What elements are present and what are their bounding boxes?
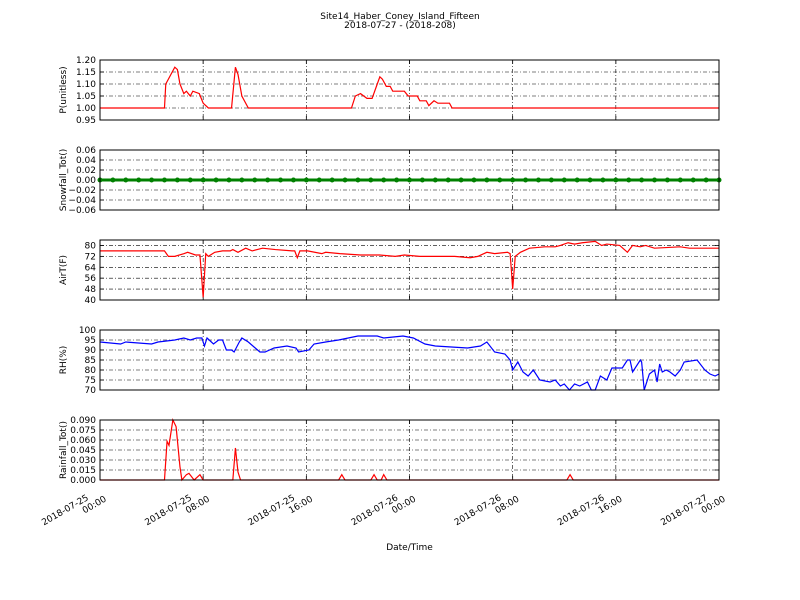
data-point xyxy=(149,177,155,183)
data-point xyxy=(458,177,464,183)
y-tick-label: 56 xyxy=(85,274,97,284)
y-tick-label: 1.00 xyxy=(76,104,96,114)
y-tick-label: 72 xyxy=(85,252,96,262)
data-point xyxy=(161,177,167,183)
y-tick-label: 0.075 xyxy=(70,426,96,436)
y-tick-label: 95 xyxy=(85,336,96,346)
data-point xyxy=(394,177,400,183)
data-point xyxy=(329,177,335,183)
data-point xyxy=(342,177,348,183)
plot-frame xyxy=(99,419,720,481)
data-line xyxy=(100,66,719,109)
y-tick-label: −0.02 xyxy=(68,186,96,196)
data-point xyxy=(239,177,245,183)
data-point xyxy=(574,177,580,183)
y-tick-label: 0.015 xyxy=(70,466,96,476)
plot-frame xyxy=(99,59,720,121)
y-tick-label: 64 xyxy=(85,263,97,273)
data-point xyxy=(677,177,683,183)
data-point xyxy=(510,177,516,183)
data-point xyxy=(200,177,206,183)
data-point xyxy=(278,177,284,183)
data-point xyxy=(316,177,322,183)
data-point xyxy=(626,177,632,183)
data-point xyxy=(303,177,309,183)
y-axis-label: Rainfall_Tot() xyxy=(59,421,69,479)
y-tick-label: 0.030 xyxy=(70,456,96,466)
data-point xyxy=(187,177,193,183)
data-point xyxy=(355,177,361,183)
y-tick-label: 1.10 xyxy=(76,80,96,90)
data-point xyxy=(561,177,567,183)
data-point xyxy=(690,177,696,183)
y-tick-label: 0.00 xyxy=(76,176,96,186)
y-tick-label: 100 xyxy=(79,326,96,336)
y-tick-label: 90 xyxy=(85,346,97,356)
y-tick-label: 80 xyxy=(85,241,97,251)
data-point xyxy=(445,177,451,183)
data-point xyxy=(368,177,374,183)
y-tick-label: −0.04 xyxy=(68,196,96,206)
y-tick-label: 0.090 xyxy=(70,416,96,426)
data-point xyxy=(432,177,438,183)
data-point xyxy=(226,177,232,183)
data-line xyxy=(100,418,719,482)
y-axis-label: AirT(F) xyxy=(59,255,69,285)
data-point xyxy=(290,177,296,183)
y-tick-label: 0.045 xyxy=(70,446,96,456)
data-point xyxy=(381,177,387,183)
plot-frame xyxy=(99,329,720,391)
data-point xyxy=(174,177,180,183)
data-point xyxy=(484,177,490,183)
data-point xyxy=(523,177,529,183)
data-point xyxy=(703,177,709,183)
data-point xyxy=(600,177,606,183)
y-axis-label: RH(%) xyxy=(59,346,69,375)
data-point xyxy=(265,177,271,183)
data-point xyxy=(639,177,645,183)
data-point xyxy=(252,177,258,183)
data-point xyxy=(419,177,425,183)
data-point xyxy=(664,177,670,183)
y-axis-label: P(unitless) xyxy=(59,66,69,113)
chart-subtitle: 2018-07-27 - (2018-208) xyxy=(344,21,456,31)
y-tick-label: 0.95 xyxy=(76,116,96,126)
data-point xyxy=(471,177,477,183)
data-line xyxy=(99,335,720,391)
data-point xyxy=(587,177,593,183)
y-tick-label: 80 xyxy=(85,366,97,376)
y-tick-label: 0.06 xyxy=(76,146,96,156)
data-point xyxy=(613,177,619,183)
y-tick-label: 0.04 xyxy=(76,156,96,166)
y-tick-label: 0.060 xyxy=(70,436,96,446)
y-tick-label: 0.000 xyxy=(70,476,96,486)
plot-frame xyxy=(99,149,720,211)
y-tick-label: 1.15 xyxy=(76,68,96,78)
data-line xyxy=(100,240,719,298)
data-point xyxy=(535,177,541,183)
y-tick-label: 85 xyxy=(85,356,96,366)
y-tick-label: 1.05 xyxy=(76,92,96,102)
y-tick-label: −0.06 xyxy=(68,206,96,216)
data-point xyxy=(652,177,658,183)
data-point xyxy=(213,177,219,183)
x-axis-label: Date/Time xyxy=(386,543,433,553)
data-point xyxy=(497,177,503,183)
plot-frame xyxy=(99,239,720,301)
chart-title: Site14_Haber_Coney_Island_Fifteen xyxy=(320,12,479,22)
y-tick-label: 70 xyxy=(85,386,97,396)
y-tick-label: 1.20 xyxy=(76,56,96,66)
data-point xyxy=(548,177,554,183)
data-point xyxy=(136,177,142,183)
y-tick-label: 40 xyxy=(85,296,97,306)
data-point xyxy=(407,177,412,183)
y-tick-label: 0.02 xyxy=(76,166,96,176)
y-tick-label: 48 xyxy=(85,285,97,295)
data-point xyxy=(123,177,129,183)
y-tick-label: 75 xyxy=(85,376,96,386)
data-point xyxy=(110,177,116,183)
y-axis-label: Snowfall_Tot() xyxy=(59,149,69,212)
